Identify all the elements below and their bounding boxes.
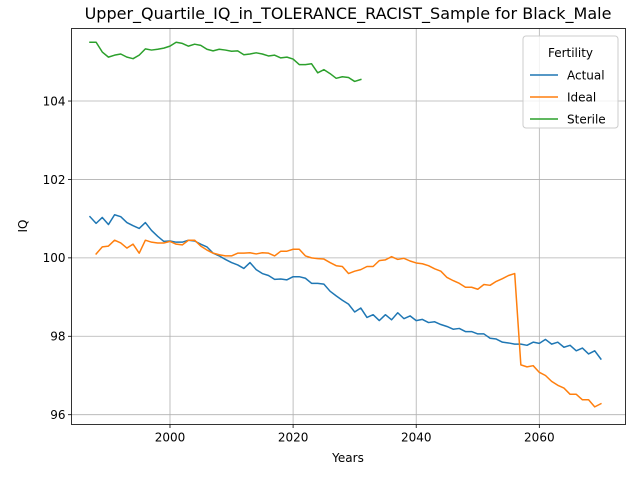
legend-label-sterile: Sterile [567,113,606,127]
x-axis-label: Years [331,451,364,465]
series-line-sterile [89,41,362,83]
legend: Fertility Actual Ideal Sterile [522,35,619,129]
axis-ticks: 2000 2020 2040 2060 96 98 100 102 104 [43,94,555,444]
legend-box [522,35,619,129]
x-tick-label: 2000 [155,431,186,445]
x-tick-label: 2020 [278,431,309,445]
x-tick-label: 2040 [401,431,432,445]
series-lines [88,41,602,408]
x-tick-label: 2060 [524,431,555,445]
y-tick-label: 96 [50,408,65,422]
legend-label-ideal: Ideal [567,91,596,105]
y-tick-label: 104 [43,94,66,108]
legend-title: Fertility [548,46,593,60]
y-tick-label: 100 [43,251,66,265]
y-tick-label: 98 [50,330,65,344]
plot-frame [71,28,626,425]
y-axis-label: IQ [16,220,30,233]
series-line-ideal [95,239,602,408]
chart-title: Upper_Quartile_IQ_in_TOLERANCE_RACIST_Sa… [85,4,612,24]
y-tick-label: 102 [43,173,66,187]
legend-label-actual: Actual [567,69,605,83]
series-line-actual [88,213,602,361]
